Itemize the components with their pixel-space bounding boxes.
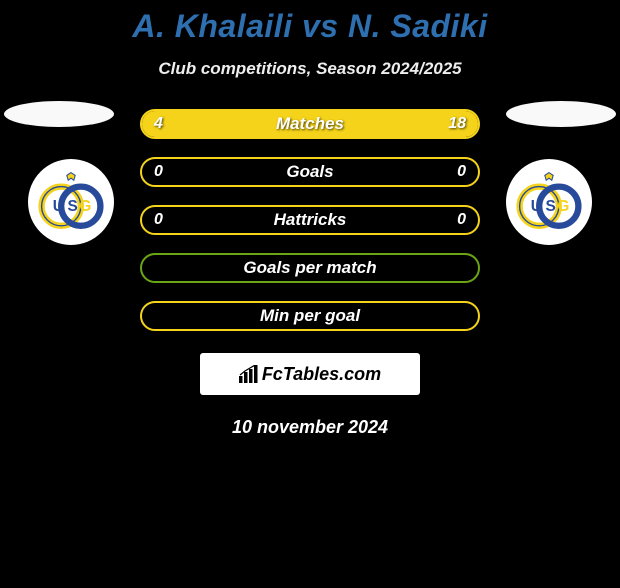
stat-bar-goals: 0 0 Goals xyxy=(140,157,480,187)
bar-value-right: 0 xyxy=(457,163,466,181)
stat-bar-hattricks: 0 0 Hattricks xyxy=(140,205,480,235)
svg-text:G: G xyxy=(79,198,91,215)
bar-label: Hattricks xyxy=(274,210,347,230)
bar-label: Min per goal xyxy=(260,306,360,326)
player-shirt-left xyxy=(4,101,114,127)
svg-text:S: S xyxy=(68,198,78,215)
date-text: 10 november 2024 xyxy=(0,417,620,438)
stat-bars: 4 18 Matches 0 0 Goals 0 0 Hattricks Goals per ma… xyxy=(140,109,480,331)
usg-logo-right: U S G xyxy=(514,167,584,237)
stat-bar-goals-per-match: Goals per match xyxy=(140,253,480,283)
bar-value-left: 4 xyxy=(154,115,163,133)
bar-value-left: 0 xyxy=(154,163,163,181)
subtitle: Club competitions, Season 2024/2025 xyxy=(0,59,620,79)
bar-label: Matches xyxy=(276,114,344,134)
bar-value-left: 0 xyxy=(154,211,163,229)
svg-text:S: S xyxy=(546,198,556,215)
player-shirt-right xyxy=(506,101,616,127)
bar-label: Goals per match xyxy=(243,258,376,278)
bar-value-right: 0 xyxy=(457,211,466,229)
club-badge-right: U S G xyxy=(506,159,592,245)
fctables-icon xyxy=(239,365,259,383)
bar-fill-left xyxy=(142,111,203,137)
comparison-content: U S G U S G 4 18 Matches 0 0 Goals 0 0 Hattricks… xyxy=(0,109,620,438)
svg-text:U: U xyxy=(531,198,542,215)
brand-text: FcTables.com xyxy=(262,364,381,385)
bar-value-right: 18 xyxy=(448,115,466,133)
club-badge-left: U S G xyxy=(28,159,114,245)
brand-box: FcTables.com xyxy=(200,353,420,395)
svg-text:G: G xyxy=(557,198,569,215)
svg-text:U: U xyxy=(53,198,64,215)
usg-logo-left: U S G xyxy=(36,167,106,237)
stat-bar-matches: 4 18 Matches xyxy=(140,109,480,139)
bar-label: Goals xyxy=(286,162,333,182)
page-title: A. Khalaili vs N. Sadiki xyxy=(0,8,620,45)
stat-bar-min-per-goal: Min per goal xyxy=(140,301,480,331)
